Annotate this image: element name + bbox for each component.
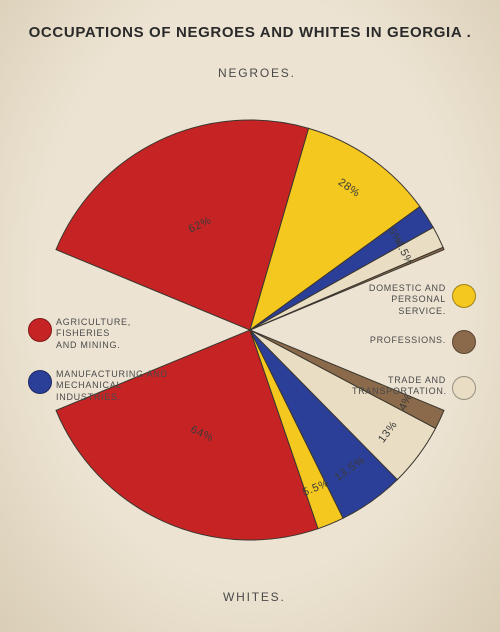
legend-label-domestic: DOMESTIC ANDPERSONAL SERVICE. xyxy=(352,283,446,317)
legend-swatch-domestic xyxy=(452,284,476,308)
legend-swatch-trade xyxy=(452,376,476,400)
legend-label-manufacturing: MANUFACTURING ANDMECHANICAL INDUSTRIES. xyxy=(56,369,186,403)
legend-label-agriculture: AGRICULTURE, FISHERIESAND MINING. xyxy=(56,317,186,351)
legend-swatch-manufacturing xyxy=(28,370,52,394)
legend-label-professions: PROFESSIONS. xyxy=(352,335,446,346)
legend-label-trade: TRADE ANDTRANSPORTATION. xyxy=(352,375,446,398)
plate: OCCUPATIONS OF NEGROES AND WHITES IN GEO… xyxy=(0,0,500,632)
legend-swatch-agriculture xyxy=(28,318,52,342)
legend-swatch-professions xyxy=(452,330,476,354)
